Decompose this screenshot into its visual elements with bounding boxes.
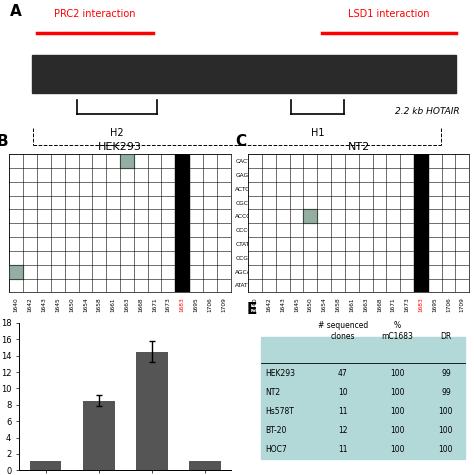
Text: LSD1 interaction: LSD1 interaction	[348, 9, 429, 19]
Title: HEK293: HEK293	[98, 142, 142, 152]
Text: %
mC1683: % mC1683	[381, 321, 413, 341]
Text: 100: 100	[438, 407, 453, 416]
Text: 100: 100	[438, 426, 453, 435]
Text: NT2: NT2	[265, 388, 281, 397]
Text: 12: 12	[338, 426, 347, 435]
Bar	[136, 352, 168, 470]
Bar	[120, 154, 134, 168]
Bar	[82, 401, 115, 470]
Text: E: E	[246, 302, 256, 317]
Text: 99: 99	[441, 369, 451, 378]
Title: NT2: NT2	[347, 142, 370, 152]
Text: 11: 11	[338, 445, 347, 454]
Bar	[189, 461, 221, 470]
Bar	[303, 209, 317, 223]
Text: 100: 100	[438, 445, 453, 454]
Text: H2: H2	[110, 128, 124, 138]
Text: HOC7: HOC7	[265, 445, 287, 454]
Text: HEK293: HEK293	[265, 369, 295, 378]
Text: H1: H1	[311, 128, 324, 138]
Bar	[261, 337, 465, 459]
Bar	[32, 55, 456, 93]
Text: 100: 100	[390, 426, 404, 435]
Bar	[29, 461, 62, 470]
Text: PRC2 interaction: PRC2 interaction	[54, 9, 136, 19]
Text: 99: 99	[441, 388, 451, 397]
Text: # sequenced
clones: # sequenced clones	[318, 321, 368, 341]
Text: BT-20: BT-20	[265, 426, 287, 435]
Text: C: C	[235, 133, 246, 149]
Text: DR: DR	[440, 332, 452, 341]
Text: 100: 100	[390, 407, 404, 416]
Bar	[175, 154, 189, 292]
Text: 11: 11	[338, 407, 347, 416]
Text: B: B	[0, 133, 8, 149]
Text: 100: 100	[390, 369, 404, 378]
Text: 2.2 kb HOTAIR: 2.2 kb HOTAIR	[395, 107, 460, 116]
Text: Hs578T: Hs578T	[265, 407, 294, 416]
Text: 10: 10	[338, 388, 348, 397]
Text: 47: 47	[338, 369, 348, 378]
Text: 100: 100	[390, 388, 404, 397]
Bar	[9, 265, 23, 278]
Text: A: A	[10, 4, 22, 19]
Text: 100: 100	[390, 445, 404, 454]
Bar	[414, 154, 428, 292]
